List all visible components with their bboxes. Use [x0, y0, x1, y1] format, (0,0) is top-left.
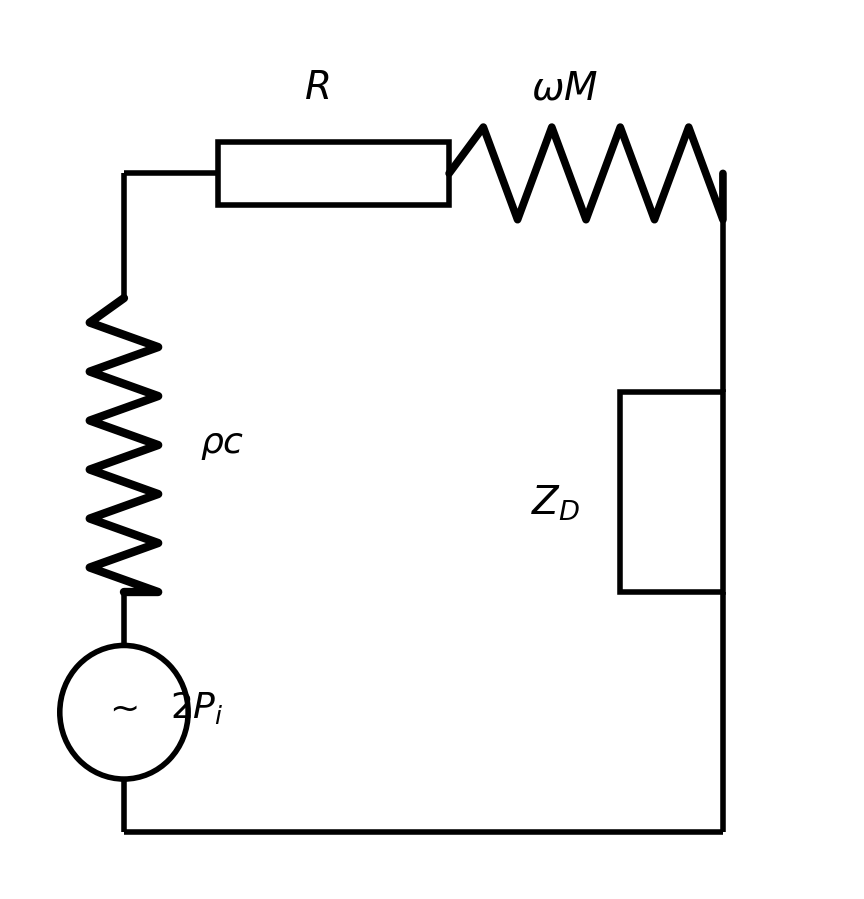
Circle shape — [60, 645, 188, 779]
Text: $Z_D$: $Z_D$ — [531, 484, 581, 522]
Bar — [620, 392, 723, 592]
Text: $\omega M$: $\omega M$ — [531, 70, 598, 107]
Text: $2P_i$: $2P_i$ — [170, 690, 224, 725]
Text: ~: ~ — [109, 692, 139, 726]
Text: $R$: $R$ — [304, 70, 329, 107]
Bar — [218, 142, 449, 205]
Text: $\rho c$: $\rho c$ — [200, 428, 245, 462]
